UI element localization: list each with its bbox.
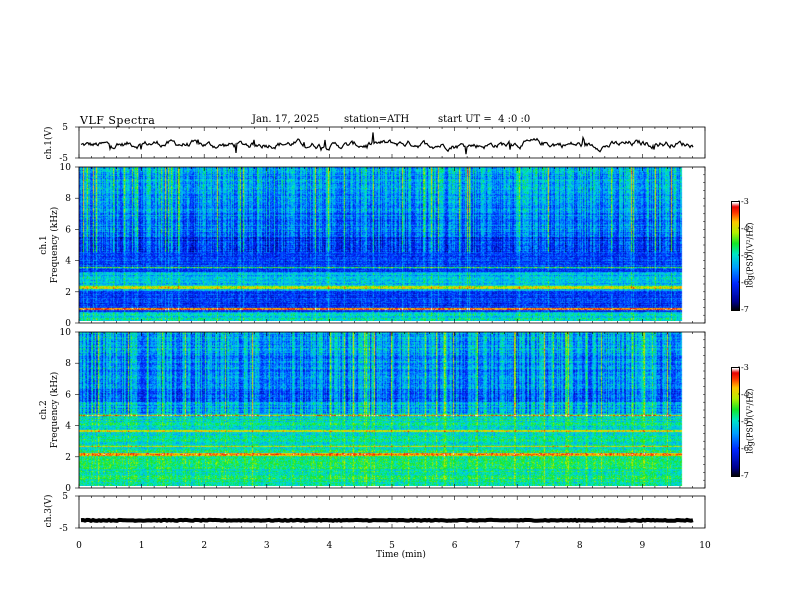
x-tick-label: 10 <box>699 541 711 551</box>
start-time-label: start UT = 4 :0 :0 <box>438 114 531 125</box>
ch3-waveform-frame <box>78 495 706 529</box>
ch2-spectrogram-ytick-label: 6 <box>65 390 71 400</box>
ch1-waveform-line <box>80 132 694 155</box>
x-tick-label: 8 <box>577 541 583 551</box>
ch3-waveform-ytick-label: 5 <box>62 492 68 502</box>
ch2-colorbar-tick-label: -6 <box>741 444 749 453</box>
ch1-colorbar-tick-label: -7 <box>741 305 749 314</box>
ch2-colorbar-tick-label: -5 <box>741 417 749 426</box>
ch2-colorbar <box>731 367 740 477</box>
date-label: Jan. 17, 2025 <box>252 114 320 125</box>
ch1-spectrogram-ytick-label: 6 <box>65 225 71 235</box>
ch1-spectrogram-ytick-label: 10 <box>60 163 72 173</box>
ch1-colorbar-tick-label: -5 <box>741 251 749 260</box>
x-axis-label: Time (min) <box>376 550 426 560</box>
ch2-spectrogram-ytick-label: 2 <box>65 453 71 463</box>
x-tick-label: 2 <box>201 541 207 551</box>
ch1-spectrogram-ytick-label: 8 <box>65 194 71 204</box>
ch1-colorbar-tick-label: -4 <box>741 224 749 233</box>
ch2-spectrogram-ytick-label: 10 <box>60 328 72 338</box>
x-tick-label: 4 <box>327 541 333 551</box>
x-tick-label: 0 <box>76 541 82 551</box>
x-tick-label: 1 <box>139 541 145 551</box>
ch1-spectrogram-ytick-label: 2 <box>65 288 71 298</box>
ch1-colorbar-tick-label: -6 <box>741 278 749 287</box>
ch1-colorbar <box>731 201 740 311</box>
ch2-spectrogram-ytick-label: 0 <box>65 484 71 494</box>
ch2-colorbar-tick-label: -4 <box>741 390 749 399</box>
x-tick-label: 6 <box>452 541 458 551</box>
ch2-spectrogram-ytick-label: 8 <box>65 359 71 369</box>
x-tick-label: 9 <box>640 541 646 551</box>
ch2-colorbar-tick-label: -3 <box>741 363 749 372</box>
x-tick-label: 3 <box>264 541 270 551</box>
x-tick-label: 5 <box>389 541 395 551</box>
ch2-spectrogram-frame <box>78 331 706 489</box>
ch3-waveform-ytick-label: -5 <box>59 524 68 534</box>
ch2-spectrogram-ytick-label: 4 <box>65 422 71 432</box>
ch1-spectrogram-ytick-label: 4 <box>65 257 71 267</box>
ch1-waveform-ytick-label: 5 <box>62 123 68 133</box>
ch1-spectrogram-heatmap <box>79 167 693 321</box>
ch3-waveform-line <box>80 517 694 523</box>
ch2-colorbar-tick-label: -7 <box>741 471 749 480</box>
chart-title: VLF Spectra <box>80 114 156 127</box>
ch1-colorbar-tick-label: -3 <box>741 197 749 206</box>
ch1-spectrogram-frame <box>78 166 706 324</box>
ch2-spectrogram-heatmap <box>79 332 693 486</box>
ch1-spectrogram-ytick-label: 0 <box>65 319 71 329</box>
x-tick-label: 7 <box>514 541 520 551</box>
ch1-waveform-ytick-label: -5 <box>59 154 68 164</box>
station-label: station=ATH <box>344 114 410 125</box>
